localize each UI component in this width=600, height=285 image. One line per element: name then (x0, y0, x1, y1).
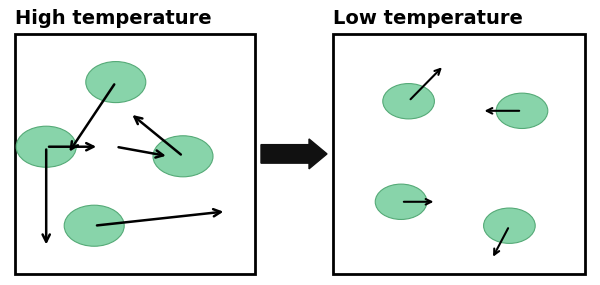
Ellipse shape (153, 136, 213, 177)
Ellipse shape (496, 93, 548, 129)
Text: Low temperature: Low temperature (333, 9, 523, 29)
Ellipse shape (16, 126, 76, 167)
Ellipse shape (383, 84, 434, 119)
Ellipse shape (375, 184, 427, 219)
Ellipse shape (484, 208, 535, 243)
FancyArrow shape (261, 139, 327, 169)
Bar (15, 34, 255, 274)
Ellipse shape (64, 205, 124, 246)
Ellipse shape (86, 62, 146, 103)
Bar (333, 34, 585, 274)
Text: High temperature: High temperature (15, 9, 212, 29)
